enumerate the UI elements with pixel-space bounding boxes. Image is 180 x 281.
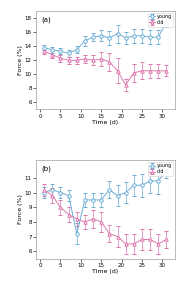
Y-axis label: Force (%): Force (%) [18,45,23,75]
Text: (b): (b) [42,165,51,172]
Legend: young, old: young, old [148,162,173,176]
X-axis label: Time (d): Time (d) [92,269,118,274]
Y-axis label: Force (%): Force (%) [18,194,23,225]
Legend: young, old: young, old [148,13,173,27]
Text: (a): (a) [42,16,51,23]
X-axis label: Time (d): Time (d) [92,120,118,125]
